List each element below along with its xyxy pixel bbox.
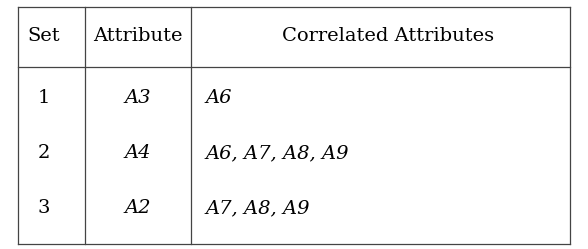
Text: A3: A3 — [125, 89, 152, 107]
Text: A2: A2 — [125, 199, 152, 217]
Text: 1: 1 — [38, 89, 51, 107]
Text: A4: A4 — [125, 144, 152, 162]
Text: Correlated Attributes: Correlated Attributes — [282, 27, 494, 45]
Text: Attribute: Attribute — [93, 27, 183, 45]
Text: 3: 3 — [38, 199, 51, 217]
Text: A6, A7, A8, A9: A6, A7, A8, A9 — [206, 144, 349, 162]
Text: A7, A8, A9: A7, A8, A9 — [206, 199, 310, 217]
Text: 2: 2 — [38, 144, 51, 162]
Text: A6: A6 — [206, 89, 232, 107]
Text: Set: Set — [28, 27, 61, 45]
